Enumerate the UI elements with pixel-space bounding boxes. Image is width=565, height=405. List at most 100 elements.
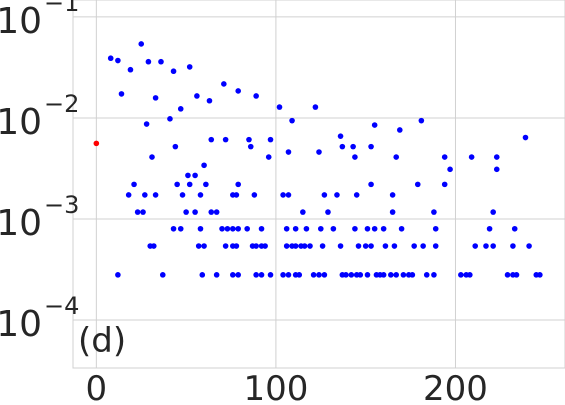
point (447, 166, 453, 173)
point (267, 272, 274, 278)
point (348, 272, 355, 278)
point (537, 272, 543, 278)
point (319, 243, 326, 249)
point (265, 154, 272, 160)
point (350, 143, 356, 150)
y-tick-exponent: −4 (44, 292, 79, 320)
y-tick-label: 10 (0, 304, 42, 345)
point (303, 225, 310, 232)
point (418, 117, 425, 124)
point (149, 154, 155, 160)
point (371, 225, 378, 232)
point (125, 192, 132, 198)
point (393, 154, 400, 160)
point (142, 192, 148, 198)
point (170, 68, 177, 75)
point (253, 243, 259, 249)
point (371, 122, 378, 128)
point (222, 243, 229, 249)
point (131, 181, 137, 188)
point (321, 192, 328, 198)
point (221, 81, 227, 87)
point (201, 162, 207, 169)
point (224, 225, 231, 232)
point (177, 106, 184, 112)
point (233, 192, 240, 198)
point (432, 225, 439, 232)
point (285, 149, 292, 155)
point (219, 225, 225, 232)
point (244, 225, 250, 232)
y-tick-label: 10 (0, 102, 42, 143)
point (368, 243, 374, 249)
point (337, 243, 344, 249)
point (352, 154, 358, 160)
point (441, 154, 448, 160)
point (312, 104, 319, 110)
point (283, 225, 290, 232)
point (389, 192, 396, 198)
point (251, 192, 258, 198)
point (292, 225, 299, 232)
point (208, 136, 215, 143)
x-tick-label: 200 (423, 369, 488, 405)
point (285, 272, 292, 278)
point (325, 209, 331, 215)
point (247, 143, 254, 150)
point (409, 272, 416, 278)
point (510, 243, 516, 249)
panel-label: (d) (78, 321, 126, 361)
point (177, 225, 184, 232)
point (441, 181, 448, 188)
point (513, 272, 520, 278)
point (364, 272, 371, 278)
point (357, 272, 364, 278)
point (468, 154, 475, 160)
point (267, 136, 274, 143)
point (152, 95, 159, 101)
point (276, 104, 283, 110)
point (511, 225, 518, 232)
point (213, 209, 220, 215)
point (490, 243, 496, 249)
point (431, 272, 437, 278)
point (140, 209, 146, 215)
point (382, 243, 389, 249)
y-tick-label: 10 (0, 1, 42, 42)
point (362, 243, 369, 249)
point (337, 133, 344, 139)
point (316, 272, 322, 278)
point (192, 172, 198, 179)
point (420, 243, 426, 249)
point (235, 272, 241, 278)
point (301, 243, 308, 249)
point (246, 136, 252, 143)
y-tick-label: 10 (0, 203, 42, 244)
point (230, 272, 236, 278)
point (152, 192, 159, 198)
point (185, 172, 191, 179)
point (262, 243, 268, 249)
point (280, 272, 286, 278)
point (504, 272, 511, 278)
point (115, 272, 121, 278)
point (179, 192, 186, 198)
point (203, 181, 209, 188)
point (222, 136, 229, 143)
point (414, 181, 421, 188)
point (170, 225, 177, 232)
point (253, 93, 259, 99)
point (213, 272, 220, 278)
point (423, 272, 430, 278)
point (400, 272, 407, 278)
point (486, 225, 493, 232)
point (483, 243, 489, 249)
point (317, 225, 324, 232)
point (194, 93, 200, 99)
point (368, 143, 374, 150)
point (380, 225, 387, 232)
point (292, 243, 299, 249)
point (431, 209, 437, 215)
point (334, 192, 340, 198)
